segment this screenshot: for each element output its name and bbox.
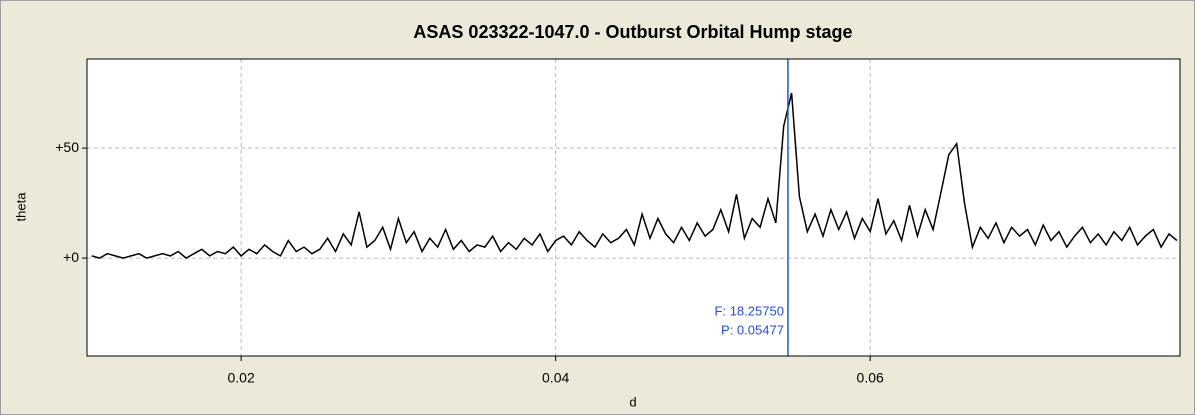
cursor-label: P: 0.05477 [721, 322, 784, 337]
y-tick-label: +0 [63, 249, 79, 265]
plot-border [86, 58, 1181, 357]
data-line [91, 92, 1178, 260]
x-tick-label: 0.06 [857, 370, 884, 386]
y-tick-label: +50 [55, 139, 79, 155]
x-tick-label: 0.04 [542, 370, 569, 386]
y-axis-label: theta [13, 192, 28, 222]
cursor-label: F: 18.25750 [715, 303, 784, 318]
x-tick-label: 0.02 [227, 370, 254, 386]
x-axis-label: d [629, 394, 636, 409]
chart-title: ASAS 023322-1047.0 - Outburst Orbital Hu… [413, 22, 852, 42]
plot-area [87, 59, 1180, 356]
